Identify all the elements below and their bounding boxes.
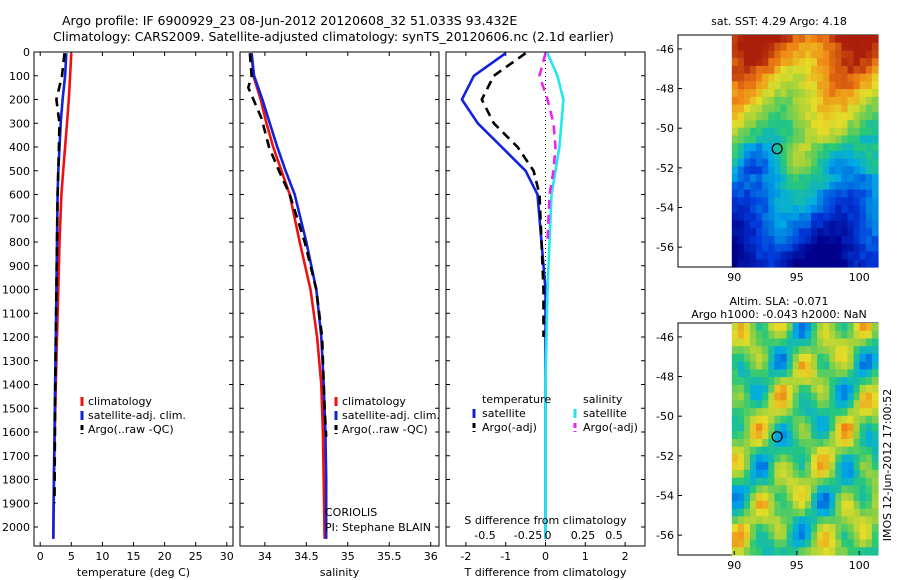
- map-y-tick-label: -48: [656, 371, 674, 384]
- top-axis-tick-label: 0.5: [605, 529, 623, 542]
- map-field-sst-map: [731, 35, 879, 268]
- y-tick-label: 1200: [2, 331, 30, 344]
- y-tick-label: 1600: [2, 426, 30, 439]
- x-axis-label: temperature (deg C): [77, 566, 190, 579]
- map-x-tick-label: 90: [727, 271, 741, 284]
- top-axis-label: S difference from climatology: [464, 514, 627, 527]
- y-tick-label: 900: [9, 260, 30, 273]
- y-tick-label: 1000: [2, 284, 30, 297]
- legend-label: Argo(-adj): [583, 421, 638, 434]
- argo-position-marker: [771, 143, 783, 155]
- map-y-tick-label: -52: [656, 450, 674, 463]
- legend-label: Argo(..raw -QC): [88, 423, 174, 436]
- map-y-tick-label: -50: [656, 410, 674, 423]
- top-axis-tick-label: 0: [545, 529, 552, 542]
- x-tick-label: 35: [341, 550, 355, 563]
- x-tick-label: 15: [127, 550, 141, 563]
- map-title-sst: sat. SST: 4.29 Argo: 4.18: [711, 15, 847, 28]
- map-y-tick-label: -46: [656, 331, 674, 344]
- map-y-tick-label: -54: [656, 490, 674, 503]
- y-tick-label: 1500: [2, 402, 30, 415]
- legend-title-temperature: temperature: [482, 393, 551, 406]
- y-tick-label: 1800: [2, 474, 30, 487]
- x-tick-label: 20: [158, 550, 172, 563]
- y-tick-label: 800: [9, 236, 30, 249]
- map-y-tick-label: -46: [656, 43, 674, 56]
- y-tick-label: 500: [9, 165, 30, 178]
- y-tick-label: 400: [9, 141, 30, 154]
- series-line-t-argo-adj-: [480, 52, 545, 337]
- x-tick-label: 35.5: [377, 550, 402, 563]
- x-tick-label: 25: [189, 550, 203, 563]
- map-y-tick-label: -56: [656, 241, 674, 254]
- y-tick-label: 1400: [2, 379, 30, 392]
- series-line-s-satellite: [544, 52, 565, 539]
- legend-label: Argo(-adj): [482, 421, 537, 434]
- map-x-tick-label: 100: [849, 271, 870, 284]
- map-x-tick-label: 90: [727, 559, 741, 572]
- x-tick-label: 5: [68, 550, 75, 563]
- y-tick-label: 1900: [2, 497, 30, 510]
- plot-frame-temperature-profile: [33, 51, 234, 547]
- x-tick-label: 0: [37, 550, 44, 563]
- map-y-tick-label: -50: [656, 122, 674, 135]
- top-axis-tick-label: 0.25: [571, 529, 596, 542]
- x-tick-label: -1: [500, 550, 511, 563]
- map-subtitle-sla: Argo h1000: -0.043 h2000: NaN: [691, 308, 867, 321]
- argo-position-marker: [771, 431, 783, 443]
- y-tick-label: 1300: [2, 355, 30, 368]
- y-tick-label: 200: [9, 94, 30, 107]
- map-x-tick-label: 95: [790, 271, 804, 284]
- x-tick-label: 2: [622, 550, 629, 563]
- y-tick-label: 600: [9, 189, 30, 202]
- map-y-tick-label: -52: [656, 162, 674, 175]
- annotation-pi: PI: Stephane BLAIN: [325, 521, 431, 534]
- x-tick-label: 10: [95, 550, 109, 563]
- x-tick-label: -2: [460, 550, 471, 563]
- legend-label: satellite-adj. clim.: [342, 409, 440, 422]
- map-y-tick-label: -54: [656, 202, 674, 215]
- map-field-sla-map: [731, 323, 879, 556]
- x-tick-label: 1: [582, 550, 589, 563]
- legend-label: climatology: [88, 395, 152, 408]
- map-x-tick-label: 100: [849, 559, 870, 572]
- x-tick-label: 30: [220, 550, 234, 563]
- x-tick-label: 34: [258, 550, 272, 563]
- x-tick-label: 34.5: [294, 550, 319, 563]
- legend-label: climatology: [342, 395, 406, 408]
- x-axis-label: T difference from climatology: [464, 566, 627, 579]
- x-axis-label: salinity: [320, 566, 360, 579]
- legend-label: satellite-adj. clim.: [88, 409, 186, 422]
- top-axis-tick-label: -0.5: [474, 529, 495, 542]
- x-tick-label: 36: [424, 550, 438, 563]
- y-tick-label: 1700: [2, 450, 30, 463]
- figure-title-line1: Argo profile: IF 6900929_23 08-Jun-2012 …: [62, 13, 518, 28]
- map-y-tick-label: -56: [656, 529, 674, 542]
- legend-label: Argo(..raw -QC): [342, 423, 428, 436]
- y-tick-label: 2000: [2, 521, 30, 534]
- legend-title-salinity: salinity: [583, 393, 623, 406]
- figure-title-line2: Climatology: CARS2009. Satellite-adjuste…: [53, 29, 614, 44]
- y-tick-label: 700: [9, 212, 30, 225]
- series-line-climatology: [250, 53, 326, 539]
- timestamp-stamp: IMOS 12-Jun-2012 17:00:52: [881, 389, 894, 542]
- series-line-s-argo-adj-: [538, 52, 557, 243]
- map-y-tick-label: -48: [656, 83, 674, 96]
- y-tick-label: 100: [9, 70, 30, 83]
- y-tick-label: 300: [9, 117, 30, 130]
- annotation-coriolis: CORIOLIS: [325, 506, 377, 519]
- y-tick-label: 1100: [2, 307, 30, 320]
- top-axis-tick-label: -0.25: [514, 529, 542, 542]
- legend-label: satellite: [482, 407, 526, 420]
- map-title-sla: Altim. SLA: -0.071: [729, 295, 828, 308]
- x-tick-label: 0: [542, 550, 549, 563]
- map-x-tick-label: 95: [790, 559, 804, 572]
- y-tick-label: 0: [23, 46, 30, 59]
- series-line-argo-raw-qc-: [247, 53, 328, 437]
- legend-label: satellite: [583, 407, 627, 420]
